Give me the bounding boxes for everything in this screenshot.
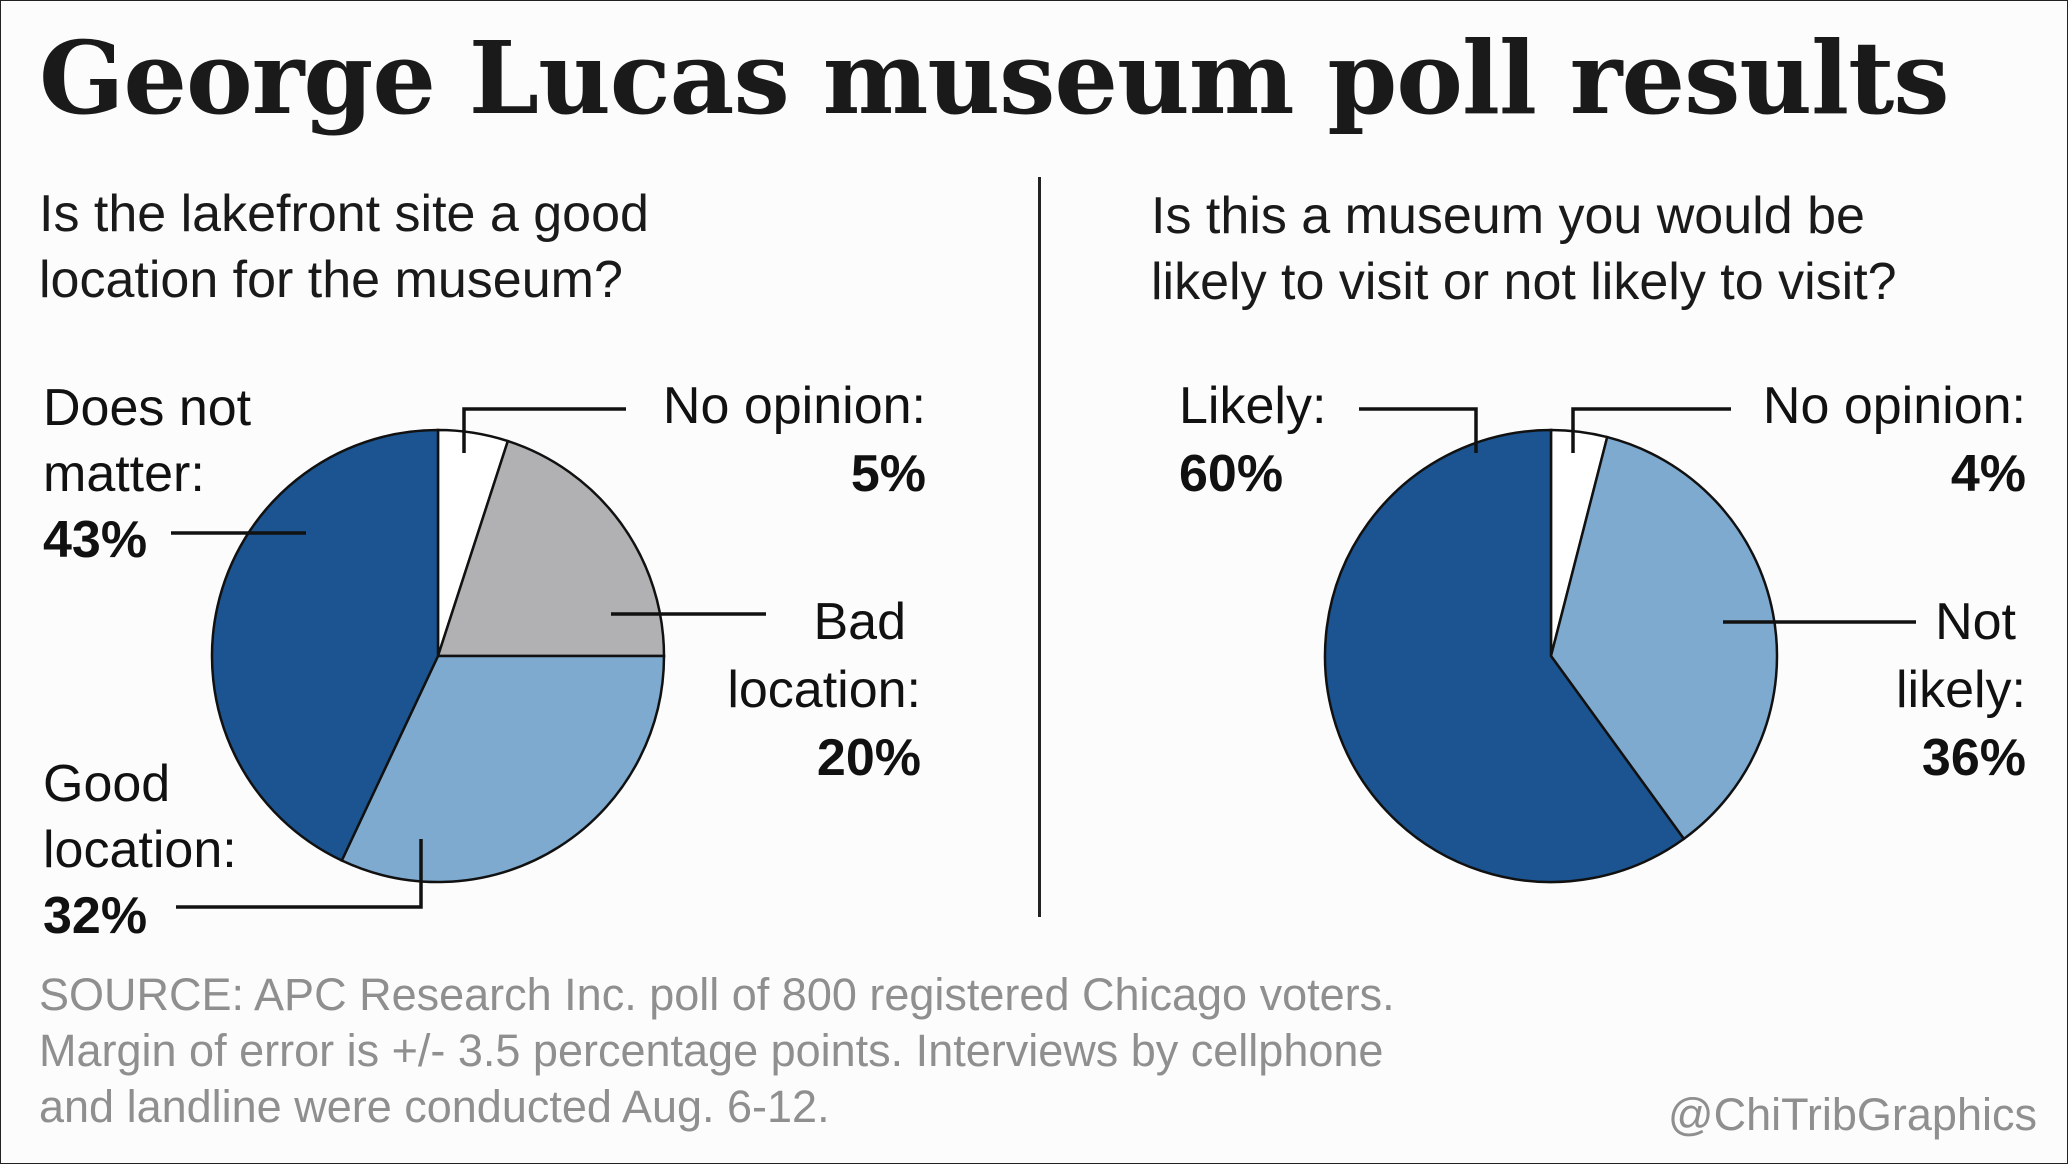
- label-bad-location-line-2: location:: [727, 661, 921, 719]
- leader-good-location: [176, 839, 423, 909]
- source-line: Margin of error is +/- 3.5 percentage po…: [39, 1025, 1384, 1076]
- right-question-line: Is this a museum you would be: [1151, 187, 1865, 245]
- left-question: Is the lakefront site a good location fo…: [39, 181, 649, 313]
- label-good-location-line-2: location:: [43, 821, 237, 879]
- label-does-not-matter-line-2: matter:: [43, 445, 205, 503]
- credit-handle: @ChiTribGraphics: [1667, 1089, 2037, 1140]
- source-line: SOURCE: APC Research Inc. poll of 800 re…: [39, 969, 1395, 1020]
- label-bad-location-line-1: Bad: [813, 593, 906, 651]
- value-good-location: 32%: [43, 887, 147, 945]
- value-does-not-matter: 43%: [43, 511, 147, 569]
- value-likely: 60%: [1179, 445, 1283, 503]
- label-not-likely-line-2: likely:: [1896, 661, 2026, 719]
- label-good-location-line-1: Good: [43, 755, 170, 813]
- right-question: Is this a museum you would be likely to …: [1151, 183, 1897, 315]
- left-question-line: Is the lakefront site a good: [39, 185, 649, 243]
- value-not-likely: 36%: [1922, 729, 2026, 787]
- source-line: and landline were conducted Aug. 6-12.: [39, 1081, 830, 1132]
- leader-no-opinion-left: [462, 407, 626, 453]
- divider-line: [1038, 177, 1041, 917]
- value-no-opinion-right: 4%: [1951, 445, 2026, 503]
- visit-slice-not-likely: [1549, 435, 1779, 841]
- label-no-opinion-right: No opinion:: [1763, 377, 2026, 435]
- page-title: George Lucas museum poll results: [39, 19, 1950, 137]
- value-bad-location: 20%: [817, 729, 921, 787]
- leader-no-opinion-right: [1571, 407, 1731, 453]
- leader-likely: [1359, 407, 1478, 453]
- label-not-likely-line-1: Not: [1935, 593, 2016, 651]
- source-note: SOURCE: APC Research Inc. poll of 800 re…: [39, 967, 1395, 1135]
- location-slice-bad-location: [436, 439, 666, 658]
- location-slice-does-not-matter: [210, 428, 440, 863]
- location-slice-good-location: [340, 654, 666, 884]
- pie-chart-visit: [1323, 428, 1779, 884]
- pie-chart-location: [210, 428, 666, 884]
- value-no-opinion-left: 5%: [851, 445, 926, 503]
- right-question-line: likely to visit or not likely to visit?: [1151, 253, 1897, 311]
- left-question-line: location for the museum?: [39, 251, 623, 309]
- label-no-opinion-left: No opinion:: [663, 377, 926, 435]
- label-does-not-matter-line-1: Does not: [43, 379, 252, 437]
- visit-slice-likely: [1323, 428, 1686, 884]
- label-likely: Likely:: [1179, 377, 1326, 435]
